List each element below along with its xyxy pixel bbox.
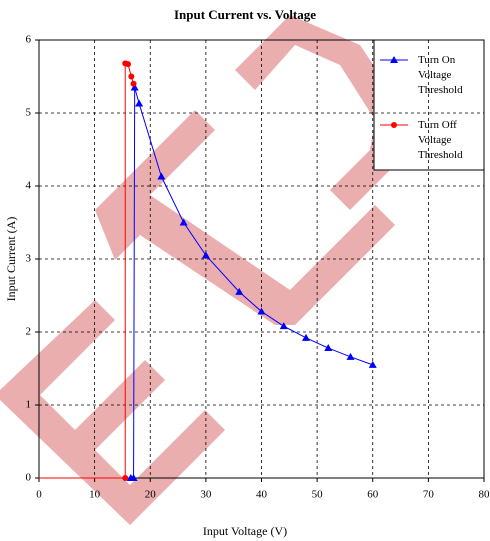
marker bbox=[368, 360, 377, 368]
legend-label: Turn On Voltage Threshold bbox=[418, 54, 463, 96]
marker bbox=[302, 333, 310, 341]
x-tick-label: 10 bbox=[89, 489, 101, 501]
marker bbox=[279, 322, 288, 330]
marker bbox=[122, 475, 129, 481]
x-tick-label: 60 bbox=[367, 489, 379, 501]
y-tick-label: 6 bbox=[26, 34, 32, 46]
marker bbox=[130, 83, 139, 91]
marker bbox=[125, 61, 131, 68]
legend-label: Turn Off Voltage Threshold bbox=[418, 119, 463, 161]
marker bbox=[235, 287, 244, 295]
watermark bbox=[0, 15, 410, 525]
chart-title: Input Current vs. Voltage bbox=[174, 7, 316, 22]
y-tick-label: 1 bbox=[26, 399, 32, 411]
marker bbox=[346, 352, 355, 360]
marker bbox=[390, 56, 398, 63]
y-tick-label: 2 bbox=[26, 326, 32, 338]
marker bbox=[157, 172, 166, 180]
y-axis-label: Input Current (A) bbox=[4, 217, 18, 302]
x-tick-label: 30 bbox=[200, 489, 212, 501]
y-tick-label: 4 bbox=[26, 180, 32, 192]
marker bbox=[257, 307, 266, 315]
watermark-e bbox=[0, 300, 225, 525]
y-tick-label: 5 bbox=[26, 107, 32, 119]
marker bbox=[391, 122, 397, 128]
marker bbox=[130, 80, 137, 87]
marker bbox=[129, 474, 138, 481]
x-tick-label: 0 bbox=[36, 489, 42, 501]
marker bbox=[324, 344, 333, 352]
marker bbox=[135, 99, 144, 107]
x-tick-label: 70 bbox=[423, 489, 435, 501]
marker bbox=[179, 218, 188, 226]
watermark-n bbox=[95, 110, 395, 325]
x-tick-label: 50 bbox=[312, 489, 324, 501]
x-tick-label: 20 bbox=[145, 489, 157, 501]
x-axis-label: Input Voltage (V) bbox=[203, 524, 287, 538]
y-tick-label: 3 bbox=[26, 253, 32, 265]
marker bbox=[201, 251, 210, 259]
x-tick-label: 80 bbox=[479, 489, 490, 501]
marker bbox=[128, 73, 135, 80]
y-tick-label: 0 bbox=[26, 472, 32, 484]
x-tick-label: 40 bbox=[256, 489, 268, 501]
watermark-d bbox=[235, 15, 410, 210]
